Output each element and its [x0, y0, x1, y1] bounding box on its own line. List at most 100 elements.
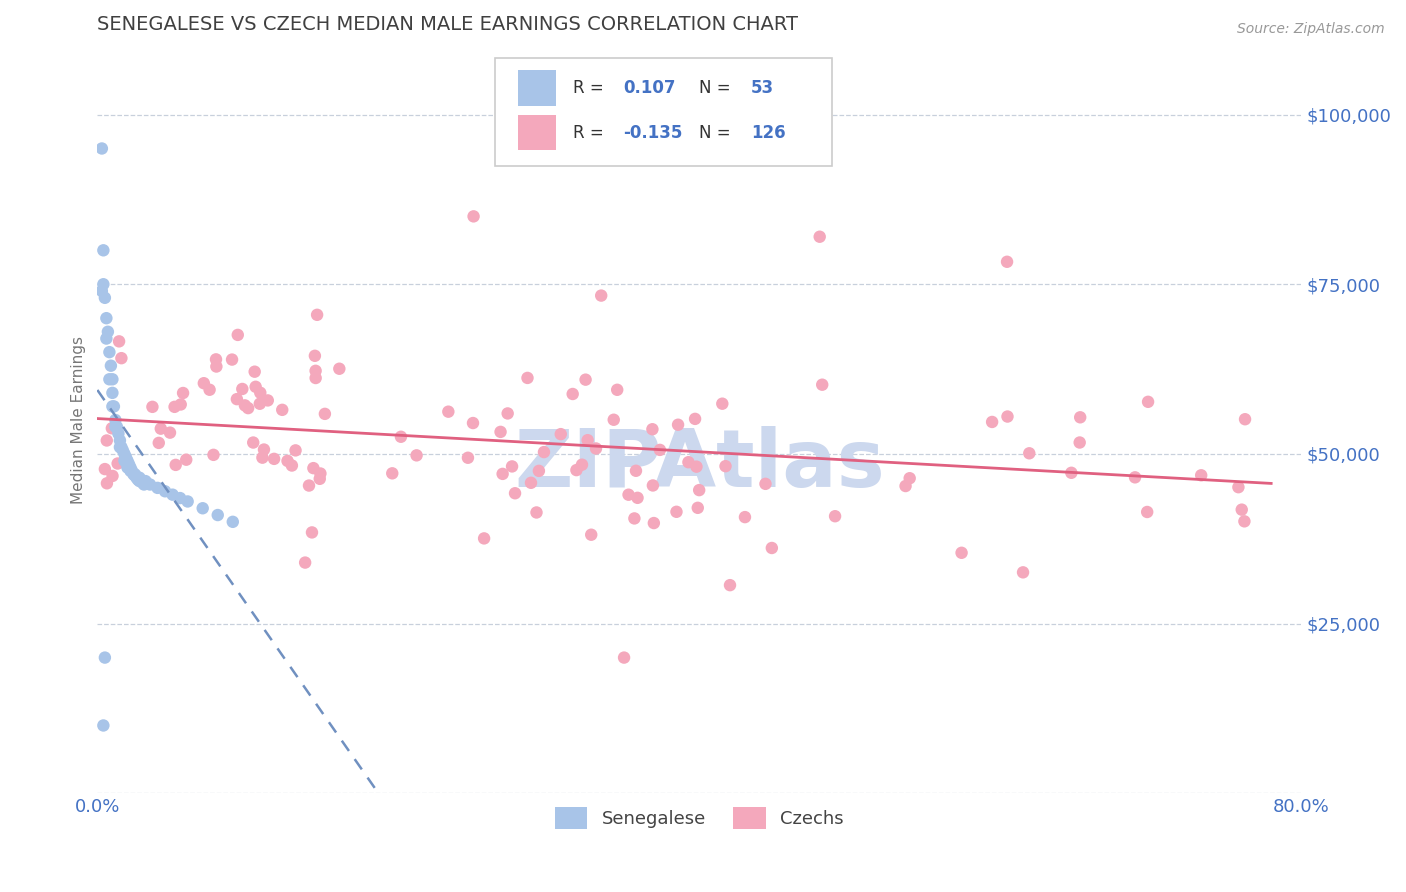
- Point: [734, 510, 756, 524]
- Point: [170, 397, 193, 411]
- Text: ZIPAtlas: ZIPAtlas: [515, 425, 884, 504]
- Point: [550, 427, 572, 442]
- Point: [159, 425, 181, 440]
- Bar: [517, 70, 555, 105]
- Point: [389, 430, 412, 444]
- Point: [666, 417, 689, 432]
- Point: [233, 398, 256, 412]
- Point: [108, 440, 131, 454]
- Point: [1137, 394, 1160, 409]
- Point: [93, 718, 115, 732]
- Point: [191, 501, 214, 516]
- Point: [165, 458, 187, 472]
- Point: [249, 397, 271, 411]
- Point: [648, 442, 671, 457]
- Point: [463, 210, 485, 224]
- Point: [981, 415, 1004, 429]
- Point: [149, 422, 172, 436]
- Text: R =: R =: [572, 78, 609, 96]
- Point: [124, 467, 146, 482]
- Point: [108, 334, 131, 349]
- Point: [114, 454, 136, 468]
- Point: [1189, 468, 1212, 483]
- Point: [683, 412, 706, 426]
- Point: [489, 425, 512, 439]
- Point: [146, 481, 169, 495]
- Point: [1234, 412, 1257, 426]
- Point: [245, 380, 267, 394]
- Point: [1060, 466, 1083, 480]
- Point: [576, 433, 599, 447]
- Point: [94, 462, 117, 476]
- Point: [472, 532, 495, 546]
- Point: [898, 471, 921, 485]
- Point: [284, 443, 307, 458]
- Point: [1136, 505, 1159, 519]
- Point: [457, 450, 479, 465]
- Point: [591, 288, 613, 302]
- Point: [128, 474, 150, 488]
- Point: [90, 284, 112, 298]
- Point: [304, 349, 326, 363]
- Point: [271, 402, 294, 417]
- Point: [294, 556, 316, 570]
- Point: [714, 459, 737, 474]
- Point: [643, 516, 665, 530]
- Point: [437, 405, 460, 419]
- Point: [623, 511, 645, 525]
- Point: [617, 488, 640, 502]
- Text: Source: ZipAtlas.com: Source: ZipAtlas.com: [1237, 22, 1385, 37]
- Point: [148, 436, 170, 450]
- Point: [205, 352, 228, 367]
- Point: [141, 400, 163, 414]
- Text: N =: N =: [699, 123, 737, 142]
- Point: [193, 376, 215, 391]
- Y-axis label: Median Male Earnings: Median Male Earnings: [72, 336, 86, 504]
- Point: [276, 454, 298, 468]
- Point: [995, 254, 1018, 268]
- Point: [153, 484, 176, 499]
- Point: [711, 397, 734, 411]
- Point: [298, 478, 321, 492]
- Point: [101, 372, 124, 386]
- Point: [101, 385, 124, 400]
- Text: 126: 126: [751, 123, 786, 142]
- Point: [172, 386, 194, 401]
- Point: [585, 442, 607, 456]
- Point: [120, 464, 142, 478]
- Point: [127, 473, 149, 487]
- Point: [808, 229, 831, 244]
- Point: [221, 352, 243, 367]
- Point: [491, 467, 513, 481]
- Point: [308, 472, 330, 486]
- Point: [811, 377, 834, 392]
- Point: [114, 447, 136, 461]
- Legend: Senegalese, Czechs: Senegalese, Czechs: [548, 800, 851, 837]
- Point: [90, 141, 112, 155]
- Text: N =: N =: [699, 78, 737, 96]
- Point: [107, 426, 129, 441]
- Point: [263, 451, 285, 466]
- Point: [104, 419, 127, 434]
- Point: [93, 277, 115, 292]
- Point: [110, 440, 132, 454]
- Point: [162, 488, 184, 502]
- Point: [98, 345, 121, 359]
- Point: [103, 400, 125, 414]
- Point: [169, 491, 191, 505]
- Point: [98, 372, 121, 386]
- Point: [501, 459, 523, 474]
- Point: [305, 371, 328, 385]
- Point: [93, 244, 115, 258]
- Point: [134, 474, 156, 488]
- Point: [121, 464, 143, 478]
- Point: [125, 471, 148, 485]
- Point: [302, 461, 325, 475]
- Point: [526, 506, 548, 520]
- Point: [581, 527, 603, 541]
- Point: [226, 327, 249, 342]
- Point: [207, 508, 229, 522]
- Point: [688, 483, 710, 497]
- Text: R =: R =: [572, 123, 609, 142]
- Point: [139, 477, 162, 491]
